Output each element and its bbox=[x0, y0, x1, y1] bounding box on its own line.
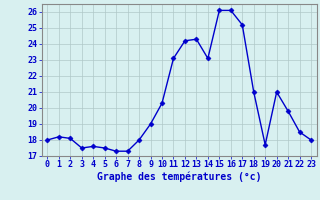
X-axis label: Graphe des températures (°c): Graphe des températures (°c) bbox=[97, 172, 261, 182]
